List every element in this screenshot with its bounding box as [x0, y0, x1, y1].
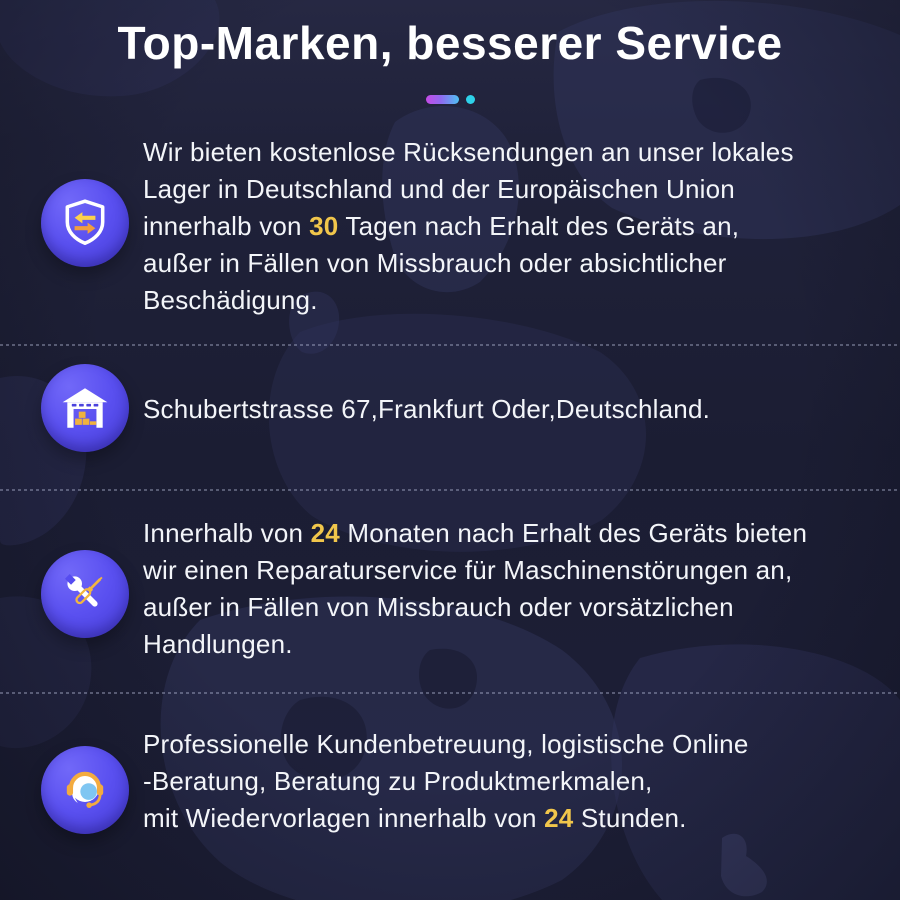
dotted-separator — [0, 344, 900, 346]
page-title: Top-Marken, besserer Service — [117, 17, 783, 69]
repair-tools-icon — [41, 550, 129, 638]
feature-text: Professionelle Kundenbetreuung, logistis… — [143, 726, 873, 837]
dotted-separator — [0, 692, 900, 694]
feature-text-line: innerhalb von 30 Tagen nach Erhalt des G… — [143, 211, 740, 241]
feature-text-line: Beschädigung. — [143, 285, 318, 315]
highlight-number: 30 — [309, 211, 339, 241]
shield-swap-icon — [41, 179, 129, 267]
feature-text-line: Handlungen. — [143, 629, 293, 659]
feature-text-line: Professionelle Kundenbetreuung, logistis… — [143, 729, 749, 759]
headset-support-icon — [41, 746, 129, 834]
feature-text-line: -Beratung, Beratung zu Produktmerkmalen, — [143, 766, 653, 796]
divider-pill — [425, 95, 459, 104]
feature-text-line: außer in Fällen von Missbrauch oder vors… — [143, 592, 734, 622]
warehouse-icon — [41, 364, 129, 452]
highlight-number: 24 — [310, 518, 340, 548]
feature-text: Wir bieten kostenlose Rücksendungen an u… — [143, 134, 873, 319]
feature-text-line: Innerhalb von 24 Monaten nach Erhalt des… — [143, 518, 808, 548]
feature-text-line: mit Wiedervorlagen innerhalb von 24 Stun… — [143, 803, 687, 833]
feature-text: Innerhalb von 24 Monaten nach Erhalt des… — [143, 515, 873, 663]
feature-text-line: Lager in Deutschland und der Europäische… — [143, 174, 735, 204]
divider-dot — [465, 95, 475, 104]
dotted-separator — [0, 489, 900, 491]
feature-text-line: wir einen Reparaturservice für Maschinen… — [143, 555, 793, 585]
highlight-number: 24 — [544, 803, 574, 833]
feature-text-line: Schubertstrasse 67,Frankfurt Oder,Deutsc… — [143, 394, 711, 424]
title-divider — [0, 95, 900, 104]
feature-text: Schubertstrasse 67,Frankfurt Oder,Deutsc… — [143, 391, 873, 428]
feature-text-line: außer in Fällen von Missbrauch oder absi… — [143, 248, 727, 278]
feature-text-line: Wir bieten kostenlose Rücksendungen an u… — [143, 137, 794, 167]
